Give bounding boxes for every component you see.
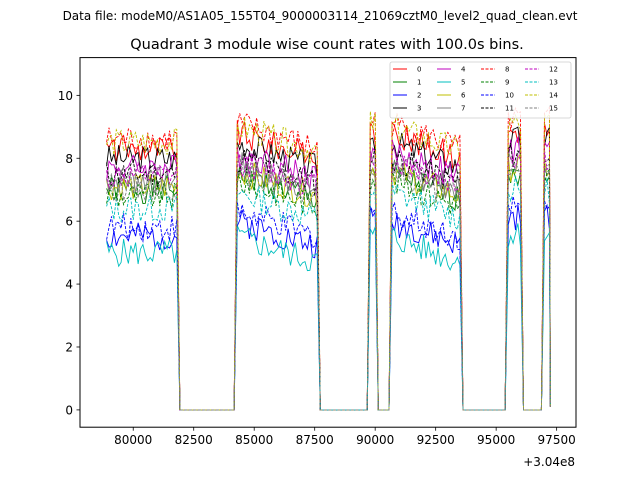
legend-label-2: 2: [417, 92, 421, 100]
y-tick-label: 8: [65, 152, 73, 166]
legend-label-6: 6: [461, 92, 466, 100]
legend-frame: [389, 61, 572, 119]
x-tick-label: 80000: [114, 433, 152, 447]
x-axis: 80000 82500 85000 87500 90000 92500 95000 97500: [114, 427, 576, 447]
series-line-1: [106, 159, 551, 411]
series-line-14: [106, 111, 551, 411]
x-tick-label: 87500: [296, 433, 334, 447]
x-offset-label: +3.04e8: [523, 455, 575, 469]
x-tick-label: 95000: [477, 433, 515, 447]
y-tick-label: 2: [65, 340, 73, 354]
series-line-8: [106, 105, 551, 411]
x-tick-label: 92500: [417, 433, 455, 447]
x-tick-label: 90000: [356, 433, 394, 447]
legend-label-14: 14: [549, 92, 558, 100]
legend-label-9: 9: [505, 79, 509, 87]
series-line-11: [106, 142, 551, 411]
chart-title: Quadrant 3 module wise count rates with …: [130, 37, 524, 53]
series-line-9: [106, 168, 551, 411]
legend-label-3: 3: [417, 105, 421, 113]
y-axis: 0 2 4 6 8 10: [58, 89, 80, 417]
series-line-4: [106, 135, 551, 411]
series-line-15: [106, 157, 551, 411]
legend-label-7: 7: [461, 105, 465, 113]
y-tick-label: 4: [65, 278, 73, 292]
y-tick-label: 6: [65, 215, 73, 229]
legend-label-15: 15: [549, 105, 558, 113]
plot-area: [106, 105, 551, 411]
series-line-10: [106, 196, 551, 411]
legend-label-0: 0: [417, 66, 421, 74]
legend-label-13: 13: [549, 79, 558, 87]
legend-label-10: 10: [505, 92, 514, 100]
legend-label-8: 8: [505, 66, 509, 74]
axes-frame: [79, 57, 577, 428]
series-line-2: [106, 203, 551, 411]
series-line-7: [106, 149, 551, 411]
x-tick-label: 97500: [538, 433, 576, 447]
x-tick-label: 85000: [235, 433, 273, 447]
x-tick-label: 82500: [175, 433, 213, 447]
series-line-12: [106, 150, 551, 411]
legend-label-4: 4: [461, 66, 466, 74]
suptitle: Data file: modeM0/AS1A05_155T04_90000031…: [63, 9, 578, 23]
series-line-13: [106, 175, 551, 411]
legend-label-12: 12: [549, 66, 558, 74]
legend-label-1: 1: [417, 79, 421, 87]
legend-label-11: 11: [505, 105, 514, 113]
series-line-5: [106, 223, 551, 411]
y-tick-label: 10: [58, 89, 73, 103]
legend-label-5: 5: [461, 79, 465, 87]
series-line-3: [106, 126, 551, 411]
y-tick-label: 0: [65, 403, 73, 417]
